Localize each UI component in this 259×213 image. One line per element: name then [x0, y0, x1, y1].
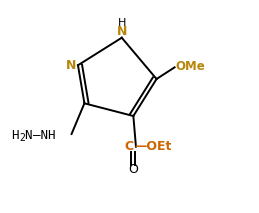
Text: N: N — [117, 25, 127, 38]
Text: 2: 2 — [19, 133, 25, 143]
Text: O: O — [128, 164, 138, 177]
Text: N: N — [24, 129, 32, 142]
Text: C: C — [124, 140, 133, 153]
Text: H: H — [118, 18, 126, 28]
Text: —OEt: —OEt — [135, 140, 172, 153]
Text: N: N — [66, 59, 77, 72]
Text: H: H — [11, 129, 18, 142]
Text: —NH: —NH — [33, 129, 55, 142]
Text: OMe: OMe — [176, 60, 206, 73]
